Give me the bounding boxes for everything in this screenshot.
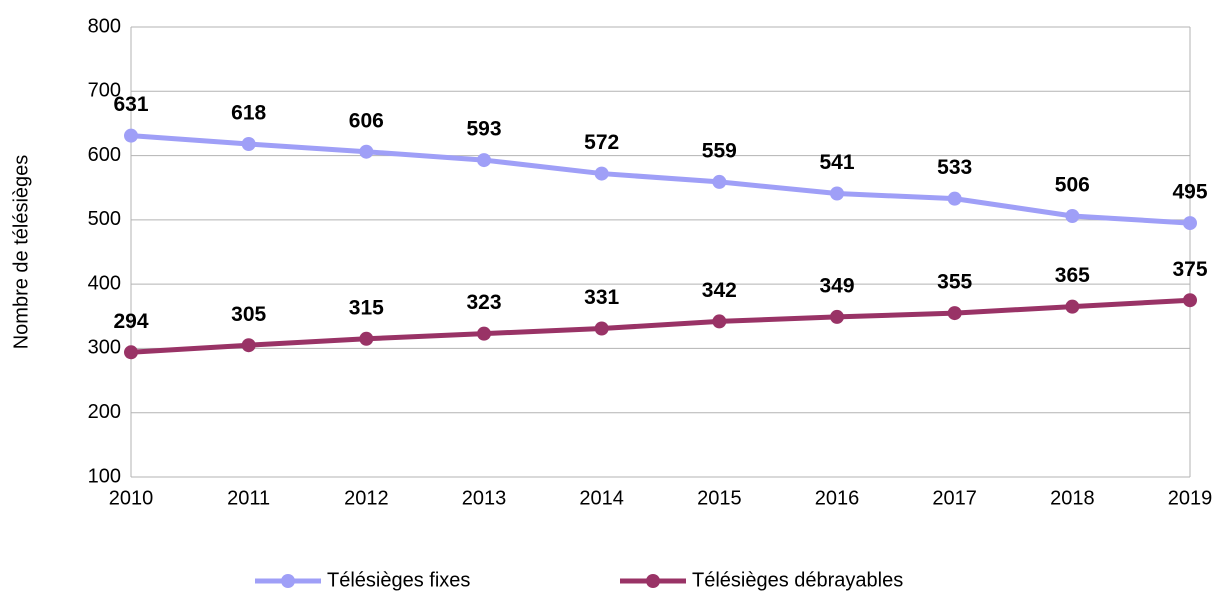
y-tick-label: 300	[88, 337, 121, 359]
data-label: 323	[466, 291, 501, 314]
point	[477, 153, 491, 168]
y-tick-label: 400	[88, 272, 121, 294]
point	[712, 314, 727, 329]
point	[594, 321, 609, 336]
point	[1065, 299, 1080, 314]
data-label: 606	[349, 109, 384, 132]
legend-marker	[281, 574, 295, 588]
data-label: 315	[349, 296, 384, 319]
point	[1183, 293, 1197, 308]
x-tick-label: 2016	[815, 487, 860, 509]
x-tick-label: 2017	[932, 487, 977, 509]
point	[830, 309, 844, 324]
y-tick-label: 800	[88, 15, 121, 37]
x-tick-label: 2012	[344, 487, 389, 509]
point	[124, 345, 138, 360]
point	[1183, 216, 1197, 231]
data-label: 631	[113, 93, 148, 116]
data-label: 495	[1172, 181, 1207, 204]
data-label: 533	[937, 156, 972, 179]
x-tick-label: 2015	[697, 487, 742, 509]
point	[1065, 209, 1080, 223]
y-tick-label: 600	[88, 144, 121, 166]
y-axis-label: Nombre de télésièges	[10, 155, 32, 350]
x-tick-label: 2014	[579, 487, 624, 509]
data-label: 305	[231, 303, 266, 326]
data-label: 349	[819, 274, 854, 297]
data-label: 342	[702, 279, 737, 302]
data-label: 506	[1055, 174, 1090, 197]
x-tick-label: 2010	[109, 487, 154, 509]
data-label: 572	[584, 131, 619, 154]
data-label: 294	[113, 310, 148, 333]
point	[712, 174, 727, 189]
y-tick-label: 200	[88, 401, 121, 423]
series-line	[130, 297, 1191, 355]
x-tick-label: 2013	[462, 487, 507, 509]
point	[124, 128, 138, 143]
point	[241, 137, 256, 151]
series-line	[130, 133, 1191, 226]
point	[359, 144, 374, 159]
point	[359, 331, 374, 346]
point	[947, 191, 962, 206]
data-label: 365	[1055, 264, 1090, 287]
data-label: 375	[1172, 258, 1207, 281]
x-tick-label: 2011	[227, 487, 270, 509]
point	[947, 306, 962, 321]
point	[830, 186, 844, 201]
x-tick-label: 2018	[1050, 487, 1095, 509]
y-tick-label: 700	[88, 80, 121, 102]
legend-label: Télésièges fixes	[327, 569, 470, 591]
y-tick-label: 100	[88, 465, 121, 487]
data-label: 559	[702, 139, 737, 162]
point	[477, 326, 491, 341]
point	[594, 166, 609, 181]
data-label: 355	[937, 271, 972, 294]
data-label: 618	[231, 102, 266, 125]
data-label: 593	[466, 118, 501, 141]
x-tick-label: 2019	[1168, 487, 1213, 509]
data-label: 331	[584, 286, 619, 309]
point	[241, 338, 256, 353]
legend-marker	[646, 574, 660, 588]
y-tick-label: 500	[88, 208, 121, 230]
legend-label: Télésièges débrayables	[692, 569, 903, 591]
data-label: 541	[819, 151, 854, 174]
